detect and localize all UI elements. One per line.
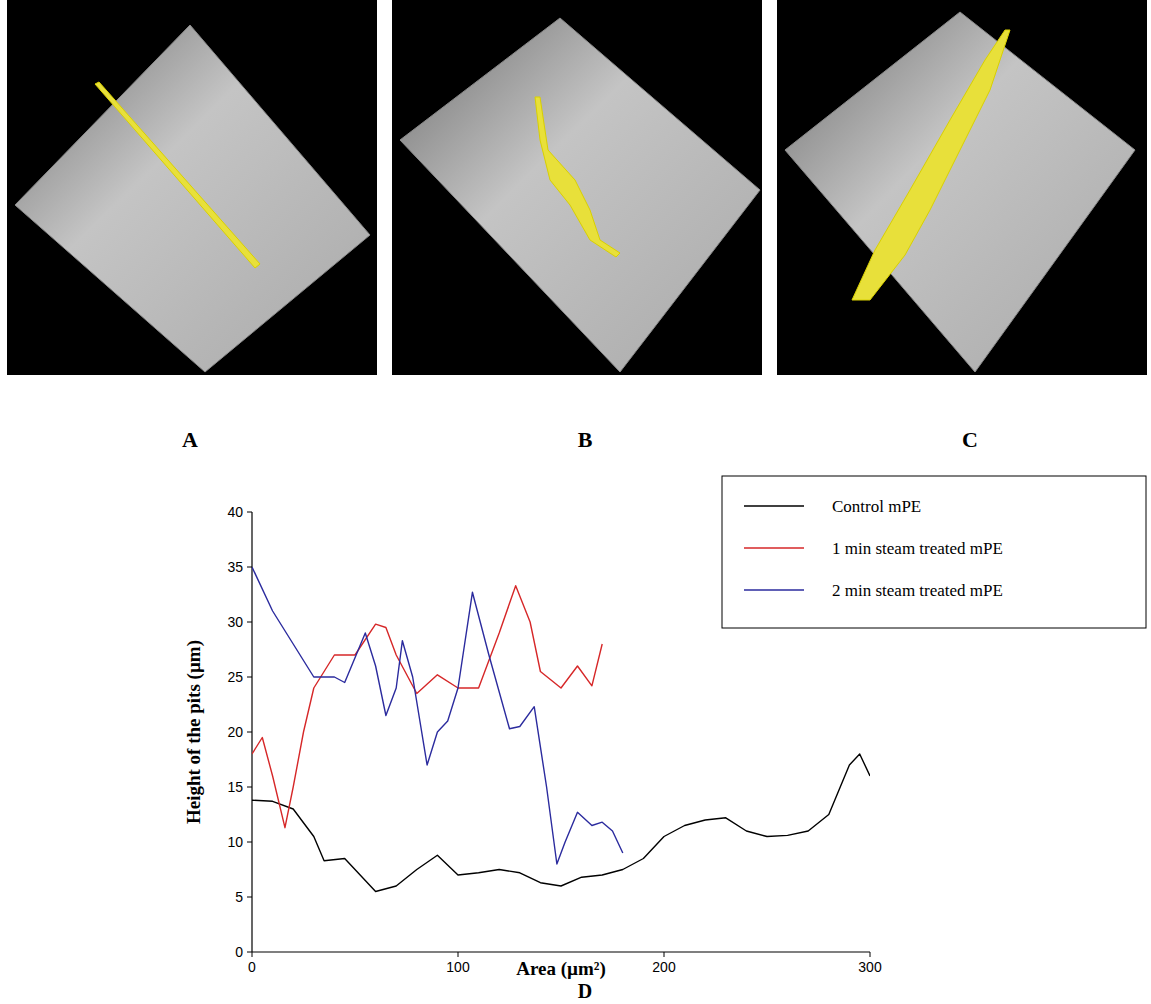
panel-letter: C bbox=[962, 427, 978, 452]
x-axis-title: Area (µm²) bbox=[516, 958, 606, 980]
y-tick bbox=[247, 952, 252, 953]
legend-box bbox=[722, 476, 1146, 628]
panel-background bbox=[7, 0, 377, 375]
x-tick-label: 300 bbox=[858, 959, 882, 975]
x-tick-label: 0 bbox=[248, 959, 256, 975]
panel-background bbox=[392, 0, 762, 375]
profile-line bbox=[852, 30, 1010, 300]
y-tick bbox=[247, 732, 252, 733]
x-tick bbox=[664, 952, 665, 957]
y-tick bbox=[247, 512, 252, 513]
y-tick-label: 5 bbox=[235, 889, 243, 905]
y-tick-label: 30 bbox=[227, 614, 243, 630]
panel-letter: D bbox=[578, 980, 592, 1002]
y-tick-label: 10 bbox=[227, 834, 243, 850]
surface bbox=[400, 18, 760, 372]
y-tick-label: 0 bbox=[235, 944, 243, 960]
y-tick-label: 35 bbox=[227, 559, 243, 575]
legend-swatch bbox=[744, 589, 804, 591]
x-tick-label: 100 bbox=[446, 959, 470, 975]
y-tick bbox=[247, 787, 252, 788]
x-tick bbox=[870, 952, 871, 957]
surface bbox=[15, 25, 370, 372]
x-axis-line bbox=[252, 951, 870, 952]
y-tick bbox=[247, 897, 252, 898]
legend-swatch bbox=[744, 547, 804, 549]
series-line bbox=[252, 567, 623, 864]
legend-label: 1 min steam treated mPE bbox=[832, 539, 1003, 558]
x-tick bbox=[458, 952, 459, 957]
legend: Control mPE 1 min steam treated mPE 2 min … bbox=[722, 476, 1146, 628]
micrograph-panel bbox=[777, 0, 1147, 375]
micrograph-panel bbox=[7, 0, 377, 375]
surface bbox=[785, 12, 1135, 372]
y-tick bbox=[247, 677, 252, 678]
profile-line bbox=[95, 82, 260, 268]
y-tick-label: 25 bbox=[227, 669, 243, 685]
legend-label: 2 min steam treated mPE bbox=[832, 581, 1003, 600]
x-tick bbox=[252, 952, 253, 957]
panel-letter: A bbox=[182, 427, 198, 452]
y-tick-label: 40 bbox=[227, 504, 243, 520]
legend-swatch bbox=[744, 505, 804, 507]
y-tick-label: 15 bbox=[227, 779, 243, 795]
x-tick-label: 200 bbox=[652, 959, 676, 975]
panel-background bbox=[777, 0, 1147, 375]
profile-line bbox=[535, 97, 620, 257]
series-line bbox=[252, 586, 602, 828]
legend-label: Control mPE bbox=[832, 497, 921, 516]
y-tick bbox=[247, 842, 252, 843]
series-line bbox=[252, 754, 870, 892]
micrograph-panel bbox=[392, 0, 762, 375]
y-axis-title: Height of the pits (µm) bbox=[183, 640, 205, 824]
panel-letter: B bbox=[578, 427, 593, 452]
y-tick bbox=[247, 567, 252, 568]
figure: A B C 0 5 10 15 20 25 30 35 40 0 100 200 300 Area (µm²) H… bbox=[0, 0, 1151, 1004]
y-tick bbox=[247, 622, 252, 623]
y-tick-label: 20 bbox=[227, 724, 243, 740]
